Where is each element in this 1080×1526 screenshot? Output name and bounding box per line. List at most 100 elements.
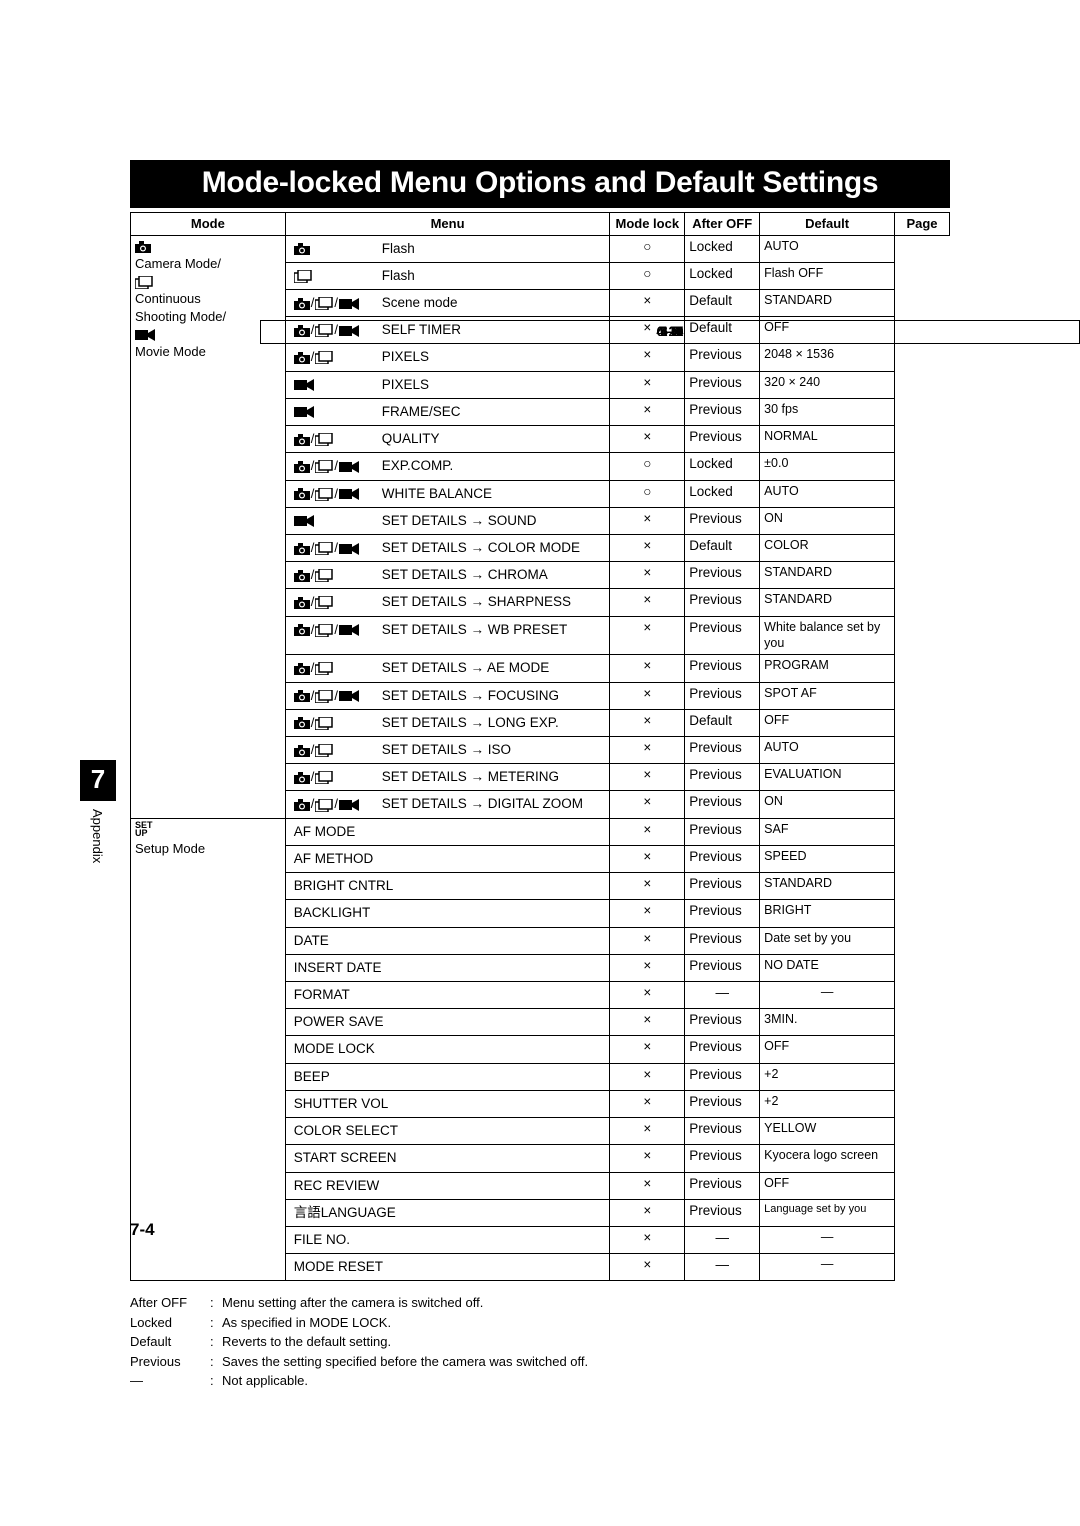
mode-lock-cell: ×: [610, 1036, 685, 1063]
default-cell: BRIGHT: [760, 900, 895, 927]
header-mode: Mode: [131, 213, 286, 236]
legend-key: After OFF: [130, 1293, 210, 1313]
legend-row: After OFF:Menu setting after the camera …: [130, 1293, 950, 1313]
legend-desc: Menu setting after the camera is switche…: [222, 1293, 483, 1313]
default-cell: ON: [760, 507, 895, 534]
mode-lock-cell: ×: [610, 900, 685, 927]
default-cell: White balance set by you: [760, 616, 895, 655]
menu-cell: REC REVIEW: [285, 1172, 610, 1199]
mode-lock-cell: ×: [610, 1199, 685, 1226]
default-cell: AUTO: [760, 235, 895, 262]
default-cell: 2048 × 1536: [760, 344, 895, 371]
default-cell: ON: [760, 791, 895, 818]
menu-text: REC REVIEW: [294, 1177, 602, 1195]
menu-text: WHITE BALANCE: [382, 485, 602, 503]
mode-lock-cell: ×: [610, 873, 685, 900]
menu-mode-icons: //: [294, 485, 382, 503]
menu-text: MODE LOCK: [294, 1040, 602, 1058]
menu-cell: AF MODE: [285, 818, 610, 845]
menu-mode-icons: //: [294, 687, 382, 705]
menu-text: FILE NO.: [294, 1231, 602, 1249]
mode-lock-cell: ×: [610, 682, 685, 709]
menu-mode-icons: [294, 240, 382, 258]
mode-lock-cell: ×: [610, 709, 685, 736]
after-off-cell: Previous: [685, 1172, 760, 1199]
menu-cell: POWER SAVE: [285, 1009, 610, 1036]
after-off-cell: Locked: [685, 235, 760, 262]
legend-desc: Not applicable.: [222, 1371, 308, 1391]
menu-cell: DATE: [285, 927, 610, 954]
default-cell: AUTO: [760, 480, 895, 507]
mode-lock-cell: ×: [610, 845, 685, 872]
menu-cell: 言語LANGUAGE: [285, 1199, 610, 1226]
default-cell: YELLOW: [760, 1118, 895, 1145]
menu-mode-icons: /: [294, 566, 382, 584]
menu-cell: Flash: [285, 235, 610, 262]
after-off-cell: Default: [685, 709, 760, 736]
menu-cell: /SET DETAILS → ISO: [285, 737, 610, 764]
mode-lock-cell: ×: [610, 507, 685, 534]
default-cell: OFF: [760, 1036, 895, 1063]
mode-lock-cell: ○: [610, 235, 685, 262]
header-menu: Menu: [285, 213, 610, 236]
menu-cell: FORMAT: [285, 981, 610, 1008]
menu-cell: SET DETAILS → SOUND: [285, 507, 610, 534]
legend-key: Previous: [130, 1352, 210, 1372]
menu-text: SET DETAILS → METERING: [382, 768, 602, 786]
menu-text: BRIGHT CNTRL: [294, 877, 602, 895]
after-off-cell: Previous: [685, 1063, 760, 1090]
mode-lock-cell: ×: [610, 818, 685, 845]
menu-mode-icons: //: [294, 795, 382, 813]
mode-lock-cell: ×: [610, 1226, 685, 1253]
menu-cell: /SET DETAILS → AE MODE: [285, 655, 610, 682]
after-off-cell: Previous: [685, 1009, 760, 1036]
default-cell: SAF: [760, 818, 895, 845]
menu-text: AF METHOD: [294, 850, 602, 868]
mode-lock-cell: ×: [610, 1009, 685, 1036]
menu-cell: BRIGHT CNTRL: [285, 873, 610, 900]
menu-cell: AF METHOD: [285, 845, 610, 872]
menu-text: MODE RESET: [294, 1258, 602, 1276]
legend-separator: :: [210, 1352, 222, 1372]
menu-mode-icons: //: [294, 294, 382, 312]
after-off-cell: Previous: [685, 507, 760, 534]
menu-cell: /QUALITY: [285, 426, 610, 453]
menu-cell: MODE RESET: [285, 1254, 610, 1281]
menu-cell: Flash: [285, 262, 610, 289]
menu-cell: INSERT DATE: [285, 954, 610, 981]
menu-text: SET DETAILS → ISO: [382, 741, 602, 759]
menu-cell: BACKLIGHT: [285, 900, 610, 927]
after-off-cell: Previous: [685, 927, 760, 954]
menu-text: BEEP: [294, 1068, 602, 1086]
menu-mode-icons: /: [294, 430, 382, 448]
menu-text: QUALITY: [382, 430, 602, 448]
default-cell: Date set by you: [760, 927, 895, 954]
after-off-cell: Default: [685, 289, 760, 316]
mode-lock-cell: ○: [610, 262, 685, 289]
after-off-cell: Previous: [685, 764, 760, 791]
after-off-cell: Previous: [685, 344, 760, 371]
mode-lock-cell: ×: [610, 764, 685, 791]
menu-text: INSERT DATE: [294, 959, 602, 977]
mode-lock-cell: ×: [610, 616, 685, 655]
after-off-cell: Previous: [685, 1145, 760, 1172]
after-off-cell: Previous: [685, 791, 760, 818]
mode-lock-cell: ×: [610, 589, 685, 616]
menu-mode-icons: [294, 267, 382, 285]
menu-mode-icons: //: [294, 457, 382, 475]
page-title: Mode-locked Menu Options and Default Set…: [130, 160, 950, 208]
menu-mode-icons: //: [294, 621, 382, 639]
table-header-row: Mode Menu Mode lock After OFF Default Pa…: [131, 213, 950, 236]
settings-table: Mode Menu Mode lock After OFF Default Pa…: [130, 212, 950, 1281]
legend-key: Locked: [130, 1313, 210, 1333]
menu-mode-icons: /: [294, 714, 382, 732]
mode-lock-cell: ○: [610, 480, 685, 507]
menu-mode-icons: /: [294, 593, 382, 611]
menu-cell: //SET DETAILS → FOCUSING: [285, 682, 610, 709]
page-number: 7-4: [130, 1220, 155, 1240]
default-cell: STANDARD: [760, 589, 895, 616]
mode-cell: SETUPSetup Mode: [131, 818, 286, 1281]
legend-desc: As specified in MODE LOCK.: [222, 1313, 391, 1333]
menu-cell: START SCREEN: [285, 1145, 610, 1172]
mode-lock-cell: ×: [610, 371, 685, 398]
